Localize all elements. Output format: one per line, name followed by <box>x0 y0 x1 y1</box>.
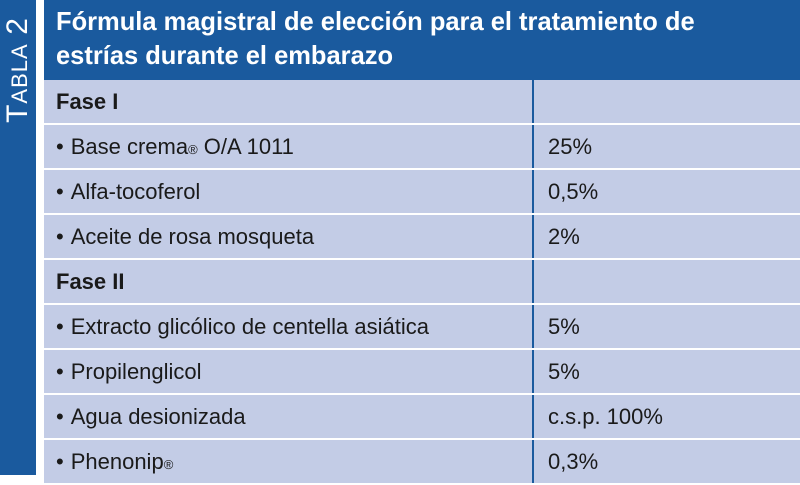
amount-cell: 5% <box>533 304 800 350</box>
table-row: • Extracto glicólico de centella asiática… <box>44 304 800 350</box>
bullet-icon: • <box>56 178 64 204</box>
phase-label: Fase II <box>56 268 125 294</box>
ingredient-label: Extracto glicólico de centella asiática <box>70 313 429 339</box>
table-row: • Agua desionizada c.s.p. 100% <box>44 394 800 440</box>
side-tab-rest: ABLA <box>7 43 32 104</box>
ingredient-label: Propilenglicol <box>70 358 202 384</box>
amount-cell: 25% <box>533 124 800 170</box>
formula-table: Fase I • Base crema ® O/A 1011 25% • Alfa-toco… <box>44 80 800 485</box>
ingredient-content: • Aceite de rosa mosqueta <box>56 224 314 250</box>
ingredient-content: • Agua desionizada <box>56 404 246 430</box>
bullet-icon: • <box>56 448 64 474</box>
table-row: • Propilenglicol 5% <box>44 349 800 395</box>
ingredient-content: • Base crema ® O/A 1011 <box>56 133 294 159</box>
side-tab-number: 2 <box>1 17 34 35</box>
table-row: • Alfa-tocoferol 0,5% <box>44 169 800 215</box>
title-bar: Fórmula magistral de elección para el tr… <box>44 0 800 80</box>
ingredient-cell: • Phenonip ® <box>44 439 534 485</box>
ingredient-content: • Phenonip ® <box>56 448 174 474</box>
bullet-icon: • <box>56 133 64 159</box>
amount-cell: c.s.p. 100% <box>533 394 800 440</box>
ingredient-cell: • Base crema ® O/A 1011 <box>44 124 534 170</box>
bullet-icon: • <box>56 313 64 339</box>
ingredient-content: Fase I <box>56 89 118 115</box>
ingredient-cell: • Propilenglicol <box>44 349 534 395</box>
table-container: Fase I • Base crema ® O/A 1011 25% • Alfa-toco… <box>44 80 800 485</box>
table-row: • Phenonip ® 0,3% <box>44 439 800 485</box>
ingredient-cell: • Agua desionizada <box>44 394 534 440</box>
ingredient-cell: • Extracto glicólico de centella asiática <box>44 304 534 350</box>
amount-cell: 5% <box>533 349 800 395</box>
phase-row: Fase I <box>44 80 800 125</box>
bullet-icon: • <box>56 403 64 429</box>
table-row: • Base crema ® O/A 1011 25% <box>44 124 800 170</box>
ingredient-label-suffix: O/A 1011 <box>197 133 294 159</box>
ingredient-content: • Propilenglicol <box>56 359 202 385</box>
phase-row: Fase II <box>44 259 800 305</box>
ingredient-content: • Extracto glicólico de centella asiática <box>56 314 429 340</box>
amount-cell <box>533 80 800 125</box>
bullet-icon: • <box>56 358 64 384</box>
phase-label: Fase I <box>56 88 119 114</box>
ingredient-content: • Alfa-tocoferol <box>56 179 200 205</box>
ingredient-label: Aceite de rosa mosqueta <box>70 223 315 249</box>
side-tab-label: TABLA 2 <box>1 17 35 123</box>
table-row: • Aceite de rosa mosqueta 2% <box>44 214 800 260</box>
ingredient-cell: Fase II <box>44 259 534 305</box>
side-tab-first-letter: T <box>1 103 34 123</box>
ingredient-label: Agua desionizada <box>70 403 246 429</box>
table-title: Fórmula magistral de elección para el tr… <box>56 6 695 70</box>
ingredient-cell: Fase I <box>44 80 534 125</box>
amount-cell <box>533 259 800 305</box>
amount-cell: 2% <box>533 214 800 260</box>
table-body: Fase I • Base crema ® O/A 1011 25% • Alfa-toco… <box>44 80 800 485</box>
ingredient-label: Alfa-tocoferol <box>70 178 201 204</box>
amount-cell: 0,3% <box>533 439 800 485</box>
side-tab: TABLA 2 <box>0 0 36 475</box>
ingredient-label: Base crema <box>70 133 189 159</box>
ingredient-content: Fase II <box>56 269 124 295</box>
ingredient-cell: • Alfa-tocoferol <box>44 169 534 215</box>
bullet-icon: • <box>56 223 64 249</box>
ingredient-label: Phenonip <box>70 448 164 474</box>
ingredient-cell: • Aceite de rosa mosqueta <box>44 214 534 260</box>
amount-cell: 0,5% <box>533 169 800 215</box>
